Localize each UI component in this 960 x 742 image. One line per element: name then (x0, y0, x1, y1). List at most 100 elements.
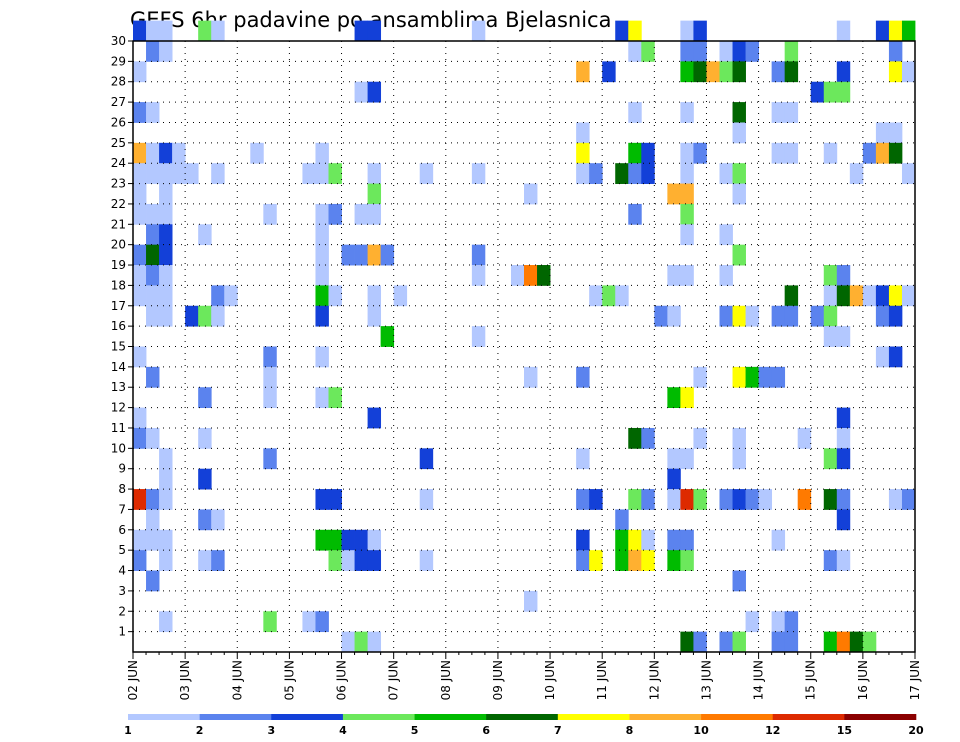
heatmap-cell (315, 346, 329, 368)
heatmap-cell (263, 387, 277, 408)
x-tick-label: 04 JUN (230, 660, 244, 700)
heatmap-cell (589, 550, 603, 571)
heatmap-cell (146, 427, 160, 449)
heatmap-cell (146, 570, 160, 592)
heatmap-cell (146, 102, 160, 123)
y-tick-label: 3 (118, 584, 126, 598)
y-tick-label: 28 (111, 75, 126, 89)
heatmap-cell (641, 163, 655, 184)
heatmap-cell (589, 163, 603, 184)
heatmap-cell (823, 265, 838, 286)
colorbar-swatch (199, 714, 272, 720)
heatmap-cell (198, 305, 212, 327)
heatmap-cell (133, 61, 147, 83)
heatmap-cell (680, 387, 694, 408)
colorbar-swatch (271, 714, 344, 720)
heatmap-cell (706, 61, 720, 83)
heatmap-cell (667, 489, 681, 510)
heatmap-cell (667, 305, 681, 327)
x-tick-label: 03 JUN (178, 660, 192, 700)
heatmap-cell (367, 529, 382, 551)
heatmap-cell (680, 489, 694, 510)
heatmap-cell (367, 163, 382, 184)
heatmap-cell (771, 142, 786, 164)
x-tick-label: 13 JUN (699, 660, 713, 700)
heatmap-cell (719, 265, 733, 286)
x-tick-label: 08 JUN (439, 660, 453, 700)
heatmap-cell (888, 285, 903, 307)
colorbar-swatch (342, 714, 415, 720)
heatmap-cell (302, 163, 316, 184)
heatmap-cell (159, 265, 173, 286)
heatmap-cell (133, 142, 147, 164)
heatmap-cell (628, 529, 642, 551)
heatmap-cell (159, 142, 173, 164)
heatmap-cell (367, 244, 382, 266)
heatmap-cell (680, 550, 694, 571)
heatmap-cell (693, 366, 707, 388)
heatmap-cell (628, 427, 642, 449)
y-tick-label: 26 (111, 115, 126, 129)
heatmap-cell (576, 529, 590, 551)
heatmap-cell (771, 102, 786, 123)
heatmap-cell (836, 326, 851, 347)
heatmap-cell (745, 489, 759, 510)
heatmap-cell (159, 224, 173, 246)
heatmap-cell (667, 265, 681, 286)
heatmap-cell (719, 631, 733, 653)
heatmap-cell (602, 61, 616, 83)
grid-lines (133, 40, 916, 652)
heatmap-cell (693, 41, 707, 62)
heatmap-cell (602, 285, 616, 307)
heatmap-cell (693, 142, 707, 164)
heatmap-cell (875, 305, 890, 327)
heatmap-cell (146, 366, 160, 388)
x-axis-ticks: 02 JUN 03 JUN 04 JUN 05 JUN 06 JUN 07 JUN 08 J… (126, 652, 922, 700)
heatmap-cell (836, 81, 851, 103)
y-tick-label: 18 (111, 278, 126, 292)
heatmap-cell (732, 122, 746, 144)
heatmap-cell (667, 468, 681, 490)
heatmap-cell (524, 265, 538, 286)
heatmap-cell (784, 142, 799, 164)
heatmap-cell (628, 489, 642, 510)
heatmap-cell (719, 489, 733, 510)
heatmap-cell (146, 285, 160, 307)
heatmap-cell (185, 305, 199, 327)
heatmap-cell (146, 224, 160, 246)
heatmap-cell (680, 61, 694, 83)
y-tick-label: 12 (111, 401, 126, 415)
heatmap-cell (341, 550, 355, 571)
heatmap-cell (133, 20, 147, 42)
heatmap-cell (667, 448, 681, 470)
heatmap-cell (133, 265, 147, 286)
colorbar-label: 15 (837, 724, 852, 737)
heatmap-cell (888, 346, 903, 368)
heatmap-cell (328, 163, 342, 184)
heatmap-cell (823, 448, 838, 470)
heatmap-cell (263, 366, 277, 388)
heatmap-cell (836, 61, 851, 83)
y-tick-label: 8 (118, 482, 126, 496)
heatmap-cell (732, 366, 746, 388)
x-tick-label: 17 JUN (908, 660, 922, 700)
heatmap-cell (745, 305, 759, 327)
heatmap-cell (471, 244, 486, 266)
x-tick-label: 11 JUN (595, 660, 609, 700)
y-axis-ticks: 1234567891011121314151617181920212223242… (111, 34, 133, 639)
heatmap-cell (888, 305, 903, 327)
heatmap-cell (159, 489, 173, 510)
heatmap-cell (146, 489, 160, 510)
heatmap-cell (146, 509, 160, 531)
heatmap-cell (211, 305, 225, 327)
heatmap-cell (680, 265, 694, 286)
heatmap-cell (524, 366, 538, 388)
heatmap-cell (693, 489, 707, 510)
heatmap-cell (901, 285, 916, 307)
heatmap-cell (302, 611, 316, 633)
heatmap-cells (133, 20, 916, 653)
y-tick-label: 17 (111, 299, 126, 313)
heatmap-cell (758, 366, 773, 388)
heatmap-cell (628, 20, 642, 42)
heatmap-cell (732, 163, 746, 184)
